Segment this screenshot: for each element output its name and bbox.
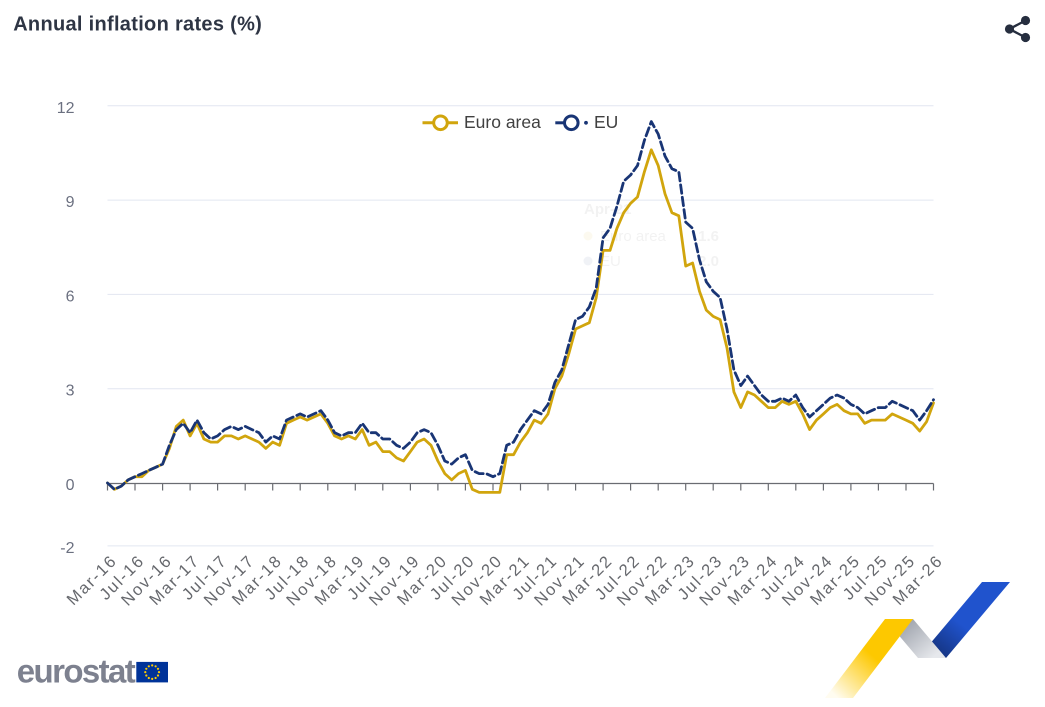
svg-text:Euro area: Euro area	[600, 228, 667, 245]
svg-text:-2: -2	[60, 540, 74, 557]
svg-text:3: 3	[66, 383, 75, 400]
svg-text:2.0: 2.0	[698, 253, 719, 270]
svg-text:9: 9	[66, 194, 75, 211]
svg-text:1.6: 1.6	[698, 228, 719, 245]
svg-text:EU: EU	[594, 112, 618, 132]
svg-text:eurostat: eurostat	[17, 652, 136, 689]
svg-text:Annual inflation rates (%): Annual inflation rates (%)	[13, 14, 262, 36]
svg-text:EU: EU	[600, 253, 621, 270]
svg-text:6: 6	[66, 288, 75, 305]
svg-text:12: 12	[57, 100, 75, 117]
svg-text:Euro area: Euro area	[464, 112, 541, 132]
svg-text:0: 0	[66, 477, 75, 494]
svg-text:Apr-21: Apr-21	[584, 201, 632, 218]
